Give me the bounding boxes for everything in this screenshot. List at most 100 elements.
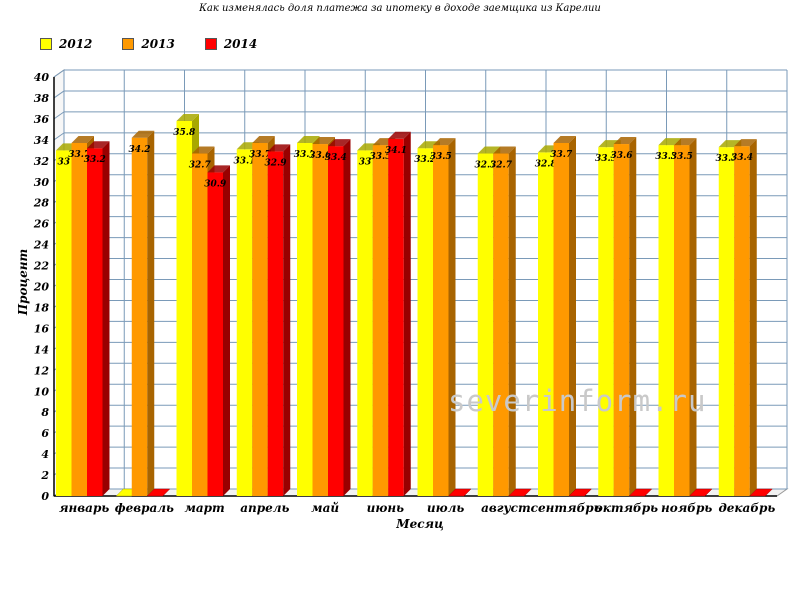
bar-2012	[176, 120, 192, 497]
bar-side-2013	[629, 137, 637, 497]
bar-2014	[388, 138, 404, 497]
bar-2012	[718, 147, 735, 496]
y-tick-label: 4	[41, 448, 49, 461]
y-tick-label: 6	[41, 427, 49, 440]
y-tick-label: 28	[33, 197, 50, 210]
bar-side-2013	[749, 139, 757, 496]
bar-2013	[674, 145, 690, 496]
y-tick-label: 40	[34, 71, 50, 84]
y-tick-label: 38	[34, 92, 50, 105]
y-tick-label: 22	[33, 260, 50, 273]
bar-2012	[236, 149, 253, 496]
legend: 2012 2013 2014	[40, 37, 257, 51]
legend-label-2012: 2012	[59, 37, 93, 51]
bar-2012	[297, 142, 313, 496]
legend-swatch-2013	[122, 38, 135, 50]
bar-2014	[207, 172, 223, 496]
data-label: 33.6	[309, 151, 332, 161]
bar-2014	[267, 151, 284, 496]
bar-2013	[312, 144, 328, 497]
bar-2014	[87, 148, 103, 497]
x-tick-label: март	[184, 501, 224, 515]
bar-zero-2014	[146, 488, 171, 497]
legend-label-2013: 2013	[141, 37, 175, 51]
data-label: 33.2	[414, 155, 436, 165]
data-label: 32.7	[490, 160, 513, 170]
bar-top-2013	[553, 135, 576, 143]
legend-item-2012: 2012	[40, 37, 92, 51]
bar-2012	[357, 150, 373, 496]
bar-top-2014	[267, 144, 291, 152]
data-label: 33.4	[731, 153, 753, 163]
legend-swatch-2014	[204, 38, 217, 50]
y-tick-label: 26	[33, 218, 50, 231]
x-tick-label: август	[481, 501, 531, 515]
y-tick-label: 0	[41, 490, 49, 503]
y-tick-label: 24	[33, 239, 49, 252]
y-tick-label: 30	[34, 176, 50, 189]
data-label: 33.3	[595, 154, 617, 164]
bar-2012	[417, 148, 433, 497]
data-label: 33.7	[550, 150, 573, 160]
gridline-y-side	[53, 69, 65, 78]
data-label: 33.7	[249, 150, 272, 160]
bar-side-2014	[343, 139, 351, 496]
bar-side-2013	[508, 146, 516, 496]
bar-top-2014	[87, 141, 110, 149]
bar-top-2014	[207, 165, 230, 173]
bar-side-2013	[569, 135, 576, 496]
bar-2014	[328, 146, 344, 496]
data-label: 33.5	[655, 152, 677, 162]
x-tick-label: июль	[427, 501, 465, 515]
bar-top-2013	[433, 138, 456, 146]
data-label: 33.4	[325, 153, 347, 163]
y-tick-label: 34	[34, 134, 49, 147]
y-tick-label: 14	[34, 343, 49, 356]
bar-2012	[658, 145, 674, 496]
bar-zero-2014	[749, 488, 773, 497]
x-tick-label: ноябрь	[661, 501, 712, 515]
bar-top-2012	[477, 146, 501, 154]
bar-side-2014	[283, 144, 291, 496]
bar-zero-2014	[628, 488, 653, 497]
data-label: 33.5	[430, 152, 452, 162]
bar-2013	[553, 142, 569, 496]
bar-top-2013	[131, 130, 155, 138]
data-label: 32.7	[189, 160, 212, 170]
data-label: 33.1	[234, 156, 256, 166]
y-tick-label: 12	[34, 364, 50, 377]
data-label: 34.2	[129, 145, 151, 155]
y-tick-label: 8	[41, 406, 49, 419]
bar-top-2013	[734, 139, 757, 147]
bar-2013	[613, 144, 630, 497]
data-label: 33.5	[671, 152, 693, 162]
data-label: 32.8	[535, 159, 558, 169]
bar-2013	[192, 153, 208, 496]
watermark: severinform.ru	[448, 384, 707, 418]
bar-2013	[131, 137, 148, 496]
bar-2012	[538, 152, 554, 497]
bar-2013	[71, 142, 87, 496]
data-label: 32.7	[475, 160, 498, 170]
bar-2013	[493, 153, 509, 496]
bar-side-2014	[403, 131, 411, 497]
bar-side-2014	[223, 165, 230, 496]
data-label: 33.3	[716, 154, 738, 164]
x-tick-label: октябрь	[595, 501, 658, 515]
x-tick-label: декабрь	[718, 501, 775, 515]
data-label: 34.1	[385, 146, 407, 156]
data-label: 32.9	[265, 158, 288, 168]
bar-2012	[477, 153, 494, 496]
data-label: 33.7	[294, 150, 317, 160]
data-label: 33	[359, 157, 372, 167]
bar-2012	[56, 150, 72, 496]
bar-top-2013	[493, 146, 516, 154]
y-axis-label: Процент	[16, 248, 30, 316]
y-tick-label: 18	[34, 301, 50, 314]
data-label: 33.2	[84, 155, 106, 165]
chart-title: Как изменялась доля платежа за ипотеку в…	[199, 3, 601, 14]
x-tick-label: февраль	[115, 501, 174, 515]
y-tick-label: 2	[40, 469, 49, 482]
y-tick-label: 36	[34, 113, 50, 126]
